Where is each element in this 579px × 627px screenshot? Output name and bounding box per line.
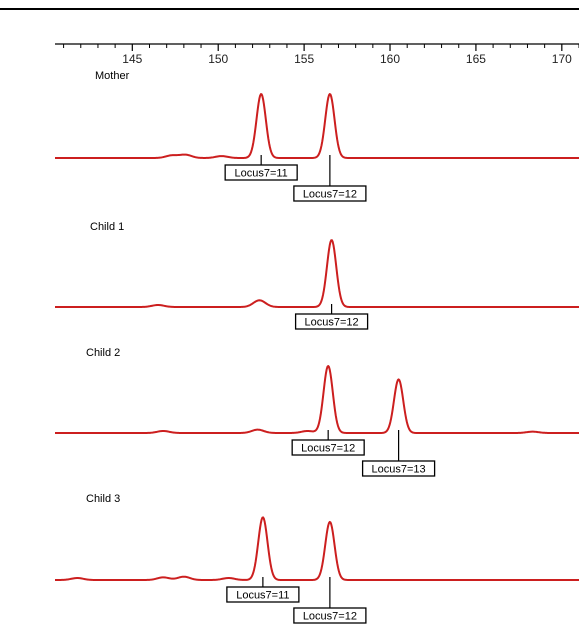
allele-label-box: [291, 439, 365, 456]
allele-label: Locus7=12: [305, 317, 359, 329]
panel-1: Child 1 Locus7=12: [54, 221, 579, 330]
panel-label: Mother: [95, 70, 130, 82]
axis-tick-label: 155: [294, 52, 314, 66]
allele-label: Locus7=12: [301, 443, 355, 455]
trace-line: [54, 239, 579, 308]
axis-tick-label: 145: [122, 52, 142, 66]
panel-label: Child 1: [90, 221, 124, 233]
allele-label: Locus7=12: [303, 611, 357, 623]
allele-label-box: [226, 586, 300, 603]
allele-label: Locus7=11: [236, 590, 289, 602]
trace-line: [54, 365, 579, 434]
allele-label-box: [294, 313, 369, 330]
axis-tick-label: 170: [552, 52, 572, 66]
axis-tick-label: 150: [208, 52, 228, 66]
allele-label: Locus7=12: [303, 189, 357, 201]
panel-3: Child 3 Locus7=11 Locus7=12: [54, 493, 579, 624]
trace-line: [54, 516, 579, 581]
allele-label-box: [293, 185, 367, 202]
panel-2: Child 2 Locus7=12 Locus7=13: [54, 347, 579, 477]
panel-label: Child 3: [86, 493, 120, 505]
allele-label-box: [224, 164, 298, 181]
allele-label-box: [293, 607, 367, 624]
allele-label: Locus7=11: [234, 168, 287, 180]
panel-0: Mother Locus7=11 Locus7=12: [54, 70, 579, 202]
panel-label: Child 2: [86, 347, 120, 359]
allele-label: Locus7=13: [372, 464, 426, 476]
axis-tick-label: 160: [380, 52, 400, 66]
trace-line: [54, 93, 579, 159]
size-axis: 145 150 155 160 165 170: [55, 43, 579, 66]
allele-label-box: [361, 460, 436, 477]
trace-panels: Mother Locus7=11 Locus7=12 Child 1 Locus7=12…: [54, 70, 579, 624]
axis-tick-label: 165: [466, 52, 486, 66]
